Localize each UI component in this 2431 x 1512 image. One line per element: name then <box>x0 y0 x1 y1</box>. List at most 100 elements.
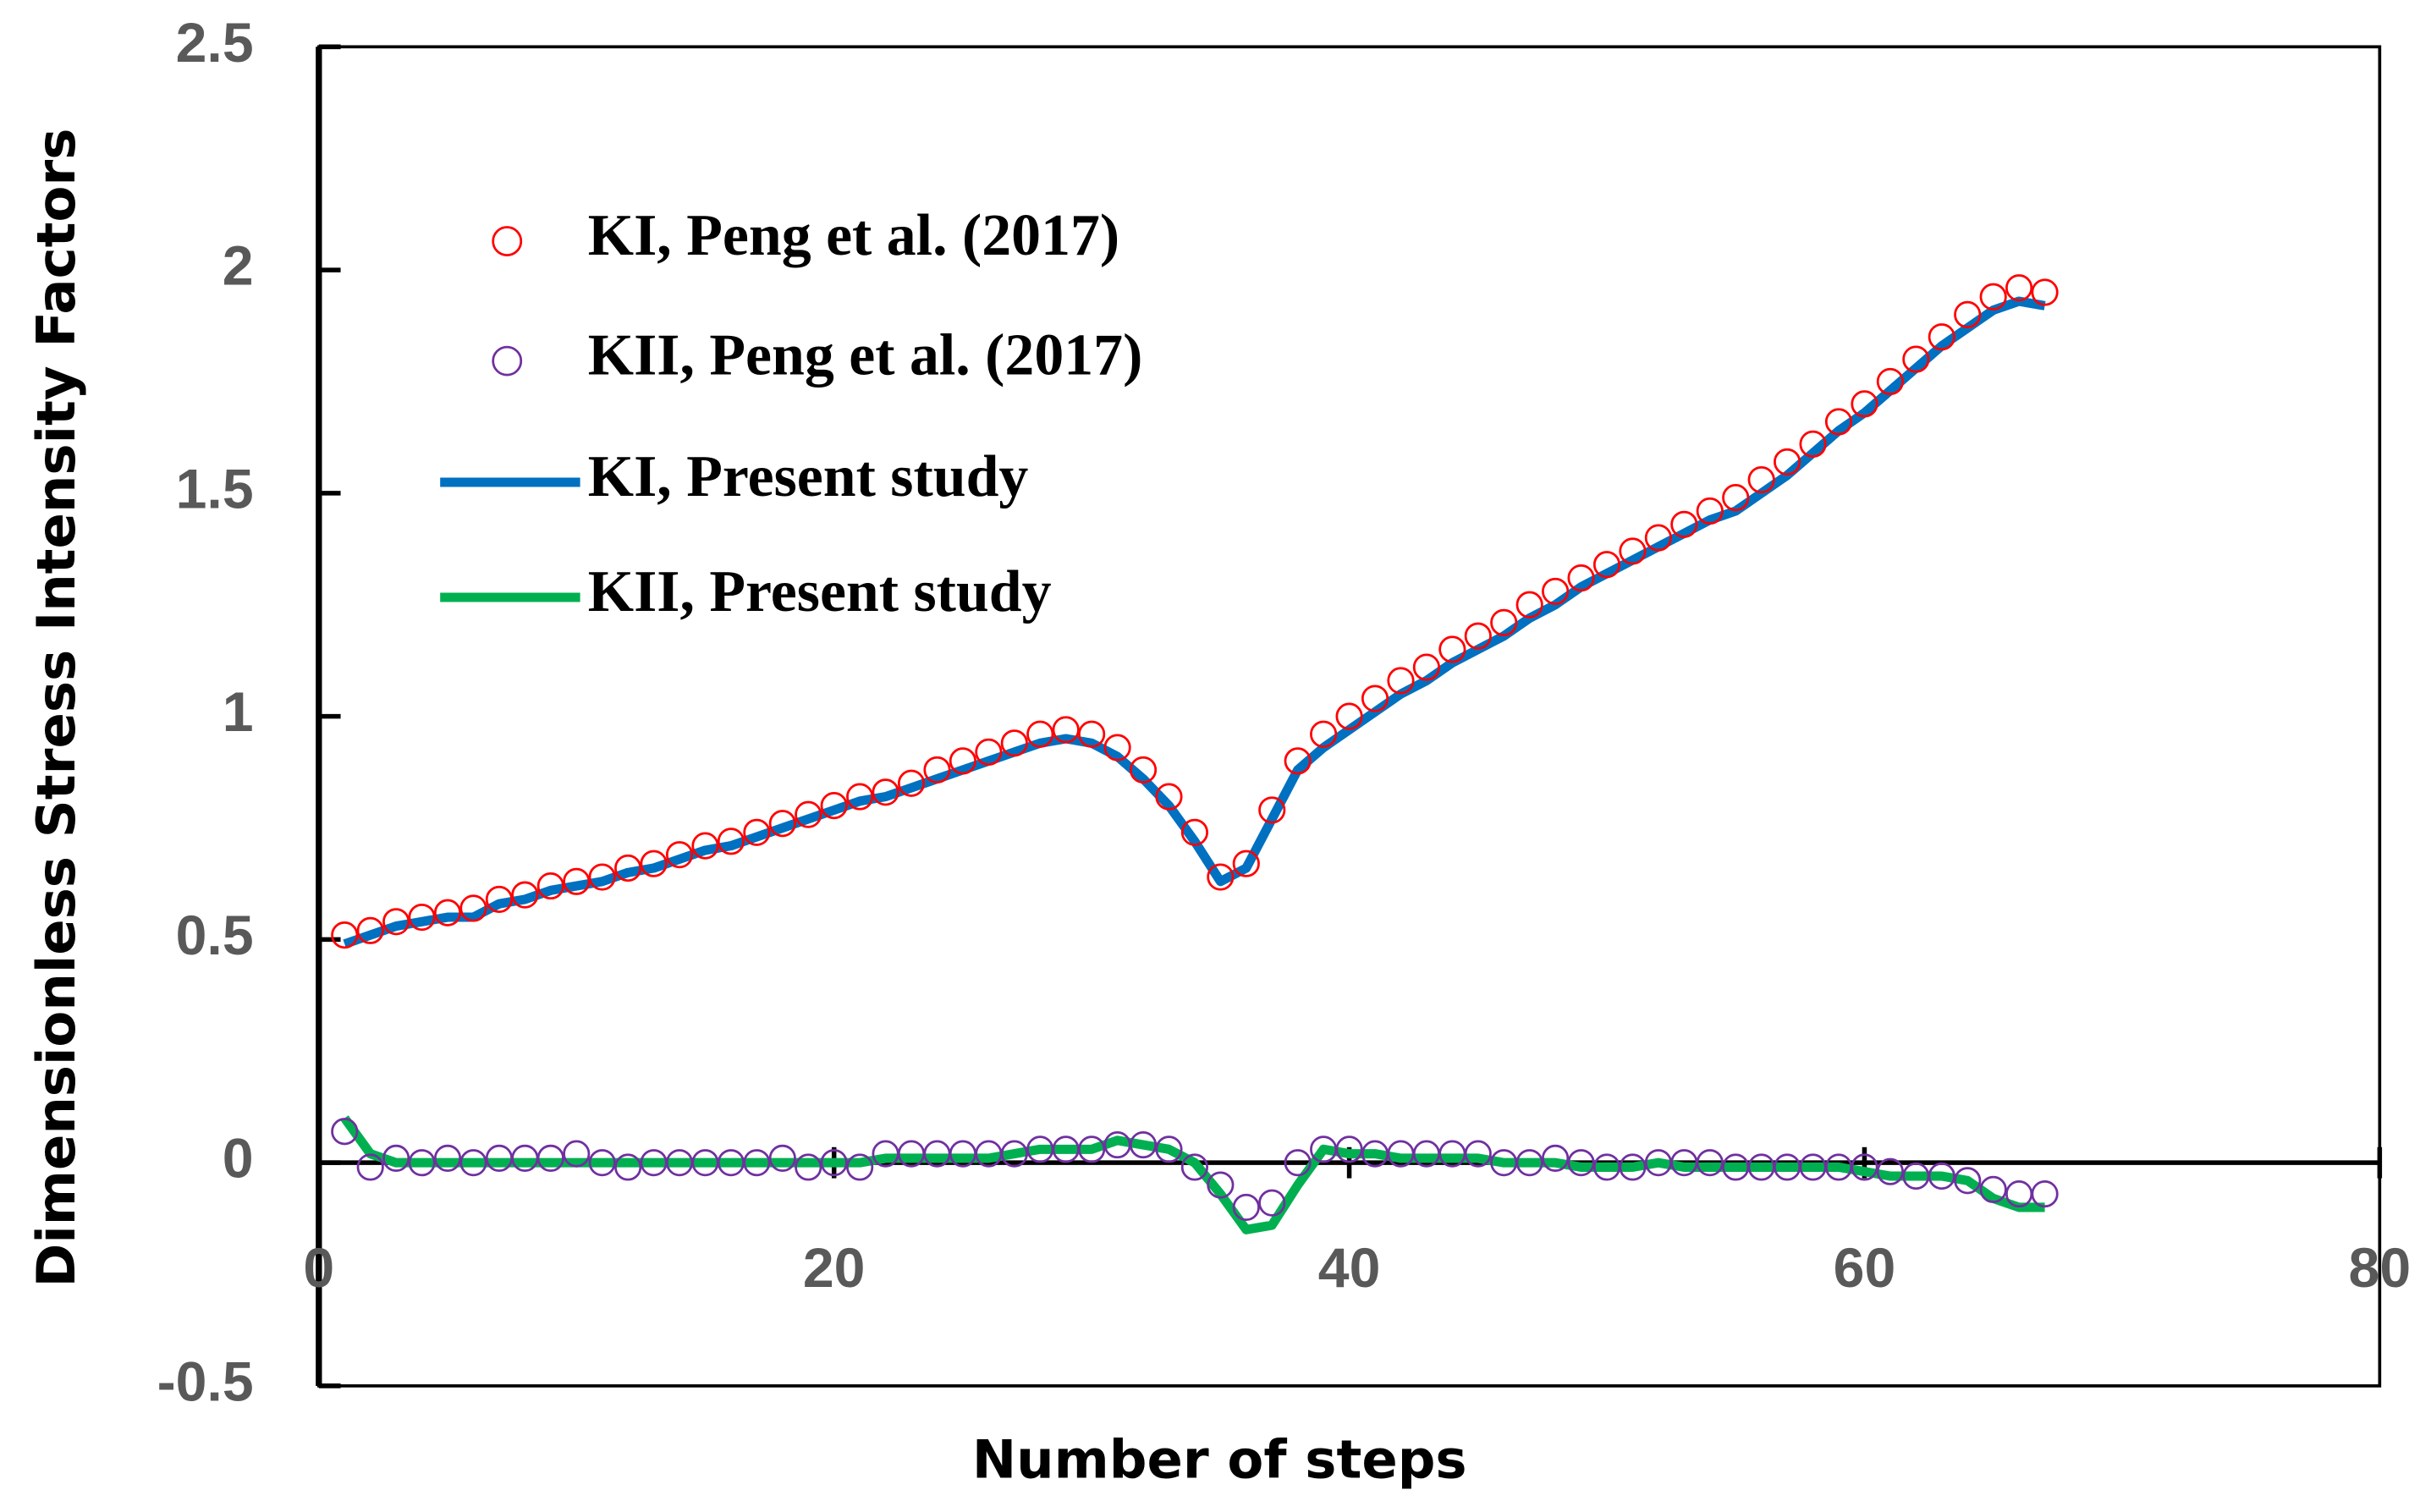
y-tick-label: 2 <box>223 235 254 298</box>
marker <box>1954 1167 1982 1195</box>
marker <box>382 1144 410 1172</box>
marker <box>614 1153 642 1181</box>
marker <box>1026 720 1054 748</box>
x-tick-label: 80 <box>2349 1237 2412 1300</box>
marker <box>588 863 616 891</box>
y-tick-label: 2.5 <box>176 12 254 74</box>
marker <box>1412 653 1440 681</box>
legend-label: KI, Present study <box>588 444 1029 509</box>
marker <box>1284 747 1312 775</box>
legend-swatch <box>492 345 523 377</box>
marker <box>536 1144 564 1172</box>
marker <box>563 1140 591 1168</box>
marker <box>691 832 719 860</box>
marker <box>1052 716 1080 744</box>
marker <box>1747 465 1775 494</box>
marker <box>1490 608 1518 636</box>
y-tick-label: 0 <box>223 1128 254 1190</box>
marker <box>1928 323 1955 351</box>
marker <box>1619 537 1647 565</box>
marker <box>2031 1180 2059 1208</box>
marker <box>1592 551 1621 579</box>
marker <box>1232 849 1260 877</box>
marker <box>768 1144 796 1172</box>
marker <box>1670 510 1698 538</box>
marker <box>897 769 926 797</box>
marker <box>743 818 771 846</box>
marker <box>949 747 977 775</box>
marker <box>1078 1135 1106 1163</box>
marker <box>1258 796 1286 824</box>
y-tick-label: -0.5 <box>157 1350 254 1413</box>
marker <box>1876 1157 1904 1185</box>
marker <box>846 1153 874 1181</box>
marker <box>1361 685 1389 712</box>
marker <box>1954 300 1982 328</box>
marker <box>2005 274 2033 302</box>
marker <box>768 810 796 838</box>
marker <box>331 1118 359 1146</box>
marker <box>923 756 951 784</box>
marker <box>459 1149 487 1177</box>
marker <box>2031 278 2059 306</box>
marker <box>356 1153 384 1181</box>
marker <box>1335 1135 1363 1163</box>
marker <box>795 800 822 828</box>
marker <box>1644 524 1672 552</box>
marker <box>433 899 462 926</box>
marker <box>511 881 539 909</box>
marker <box>1129 1130 1158 1159</box>
marker <box>1155 1135 1183 1163</box>
legend-label: KII, Present study <box>588 559 1052 624</box>
marker <box>820 1149 848 1177</box>
marker <box>1542 577 1570 605</box>
marker <box>485 885 514 914</box>
marker <box>1876 367 1904 396</box>
marker <box>356 916 384 944</box>
marker <box>1207 863 1235 891</box>
marker <box>1335 702 1363 730</box>
marker <box>1567 1149 1595 1177</box>
marker <box>846 783 874 811</box>
marker <box>1619 1153 1647 1181</box>
marker <box>1258 1189 1286 1217</box>
marker <box>1696 1149 1724 1177</box>
marker <box>536 872 564 900</box>
marker <box>640 849 668 877</box>
marker <box>1799 430 1827 458</box>
y-axis-label: Dimensionless Stress Intensity Factors <box>25 129 87 1288</box>
marker <box>1928 1162 1955 1190</box>
marker <box>1851 1153 1878 1181</box>
marker <box>563 867 591 895</box>
marker <box>1310 720 1338 748</box>
marker <box>1180 818 1208 846</box>
x-tick-label: 0 <box>303 1237 334 1300</box>
marker <box>1180 1153 1208 1181</box>
marker <box>1774 448 1801 476</box>
marker <box>433 1144 462 1172</box>
marker <box>872 778 899 806</box>
marker <box>1515 1149 1543 1177</box>
marker <box>331 921 359 949</box>
marker <box>1696 497 1724 525</box>
legend-label: KII, Peng et al. (2017) <box>588 323 1143 388</box>
marker <box>820 792 848 820</box>
marker <box>795 1153 822 1181</box>
marker <box>1000 1140 1028 1168</box>
marker <box>1464 622 1492 650</box>
x-tick-label: 60 <box>1834 1237 1896 1300</box>
marker <box>1000 729 1028 757</box>
y-tick-label: 1.5 <box>176 458 254 520</box>
marker <box>1438 635 1466 663</box>
marker <box>614 854 642 882</box>
marker <box>743 1149 771 1177</box>
marker <box>408 1149 436 1177</box>
marker <box>717 827 745 855</box>
marker <box>975 738 1003 766</box>
x-axis-label: Number of steps <box>972 1428 1467 1490</box>
marker <box>408 903 436 932</box>
marker <box>1824 408 1853 436</box>
marker <box>588 1149 616 1177</box>
marker <box>1979 1175 2007 1203</box>
